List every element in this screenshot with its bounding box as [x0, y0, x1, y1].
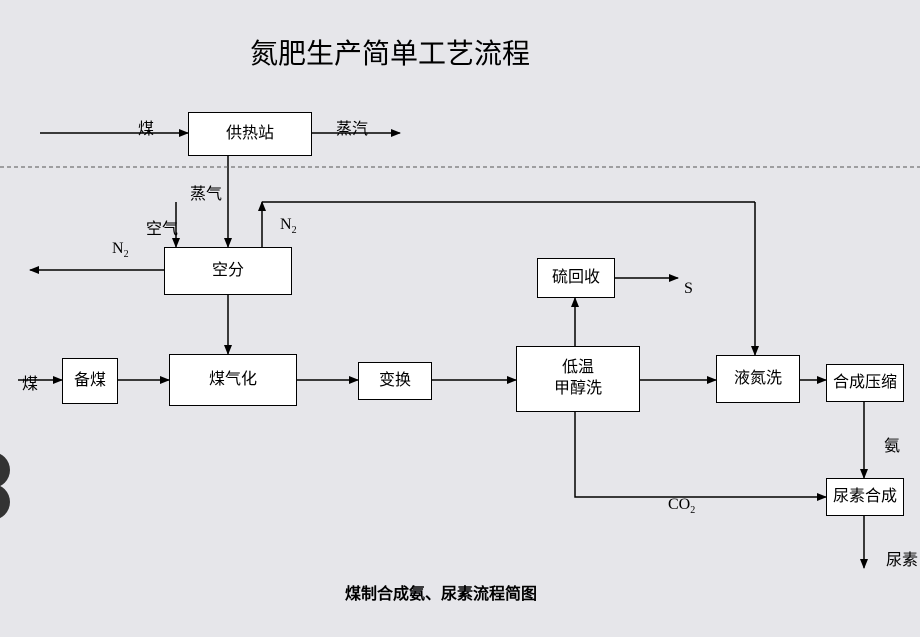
- node-label: 供热站: [226, 124, 274, 145]
- node-label-line1: 低温: [562, 358, 594, 379]
- node-label: 备煤: [74, 371, 106, 392]
- node-coal-prep: 备煤: [62, 358, 118, 404]
- node-air-separation: 空分: [164, 247, 292, 295]
- label-n2-right: N2: [280, 216, 297, 236]
- node-label: 煤气化: [209, 370, 257, 391]
- label-coal-top: 煤: [138, 115, 154, 139]
- node-label: 变换: [379, 371, 411, 392]
- label-steam-out: 蒸汽: [336, 115, 368, 139]
- node-label: 硫回收: [552, 268, 600, 289]
- node-label: 尿素合成: [833, 487, 897, 508]
- label-ammonia: 氨: [884, 432, 900, 456]
- node-sulfur-recovery: 硫回收: [537, 258, 615, 298]
- node-label-line2: 甲醇洗: [554, 379, 602, 400]
- node-synthesis-compress: 合成压缩: [826, 364, 904, 402]
- node-gasification: 煤气化: [169, 354, 297, 406]
- label-air: 空气: [146, 215, 178, 239]
- node-shift: 变换: [358, 362, 432, 400]
- node-methanol-wash: 低温 甲醇洗: [516, 346, 640, 412]
- section-divider: [0, 0, 920, 637]
- node-urea-synthesis: 尿素合成: [826, 478, 904, 516]
- label-sulfur-s: S: [684, 280, 693, 298]
- node-heat-station: 供热站: [188, 112, 312, 156]
- label-steam-down: 蒸气: [190, 180, 222, 204]
- node-ln2-wash: 液氮洗: [716, 355, 800, 403]
- figure-caption: 煤制合成氨、尿素流程简图: [345, 580, 537, 604]
- node-label: 空分: [212, 261, 244, 282]
- label-n2-left: N2: [112, 240, 129, 260]
- node-label: 液氮洗: [734, 369, 782, 390]
- node-label: 合成压缩: [833, 373, 897, 394]
- label-co2: CO2: [668, 496, 695, 516]
- label-coal-left: 煤: [22, 370, 38, 394]
- label-urea-out: 尿素: [886, 546, 918, 570]
